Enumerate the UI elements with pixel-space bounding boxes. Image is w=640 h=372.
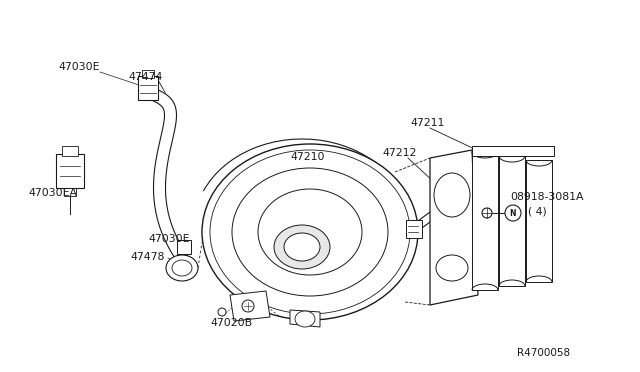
- Bar: [472, 146, 554, 156]
- Bar: [142, 70, 154, 78]
- Text: 47210: 47210: [290, 152, 324, 162]
- Bar: [472, 152, 498, 290]
- Ellipse shape: [172, 260, 192, 276]
- Ellipse shape: [202, 144, 418, 320]
- Ellipse shape: [434, 173, 470, 217]
- Bar: [406, 220, 422, 238]
- Bar: [56, 154, 84, 188]
- Circle shape: [482, 208, 492, 218]
- Text: 47211: 47211: [410, 118, 444, 128]
- Ellipse shape: [274, 225, 330, 269]
- Bar: [526, 160, 552, 282]
- Ellipse shape: [284, 233, 320, 261]
- Text: 08918-3081A: 08918-3081A: [510, 192, 584, 202]
- Text: 47030E: 47030E: [148, 234, 189, 244]
- Circle shape: [242, 300, 254, 312]
- Text: 47030E: 47030E: [58, 62, 99, 72]
- Text: 47478: 47478: [130, 252, 164, 262]
- Ellipse shape: [166, 255, 198, 281]
- Ellipse shape: [436, 255, 468, 281]
- Bar: [64, 188, 76, 196]
- Circle shape: [218, 308, 226, 316]
- Polygon shape: [152, 90, 196, 274]
- Ellipse shape: [210, 150, 410, 314]
- Bar: [138, 76, 158, 100]
- Text: N: N: [509, 208, 516, 218]
- Polygon shape: [230, 291, 270, 321]
- Ellipse shape: [258, 189, 362, 275]
- Text: 47212: 47212: [382, 148, 417, 158]
- Text: ( 4): ( 4): [528, 206, 547, 216]
- Text: 47020B: 47020B: [210, 318, 252, 328]
- Bar: [177, 240, 191, 254]
- Polygon shape: [290, 310, 320, 327]
- Bar: [499, 156, 525, 286]
- Circle shape: [505, 205, 521, 221]
- Bar: [62, 146, 78, 156]
- Text: 47030EA: 47030EA: [28, 188, 77, 198]
- Ellipse shape: [232, 168, 388, 296]
- Text: 47474: 47474: [128, 72, 163, 82]
- Polygon shape: [430, 150, 478, 305]
- Text: R4700058: R4700058: [517, 348, 570, 358]
- Ellipse shape: [295, 311, 315, 327]
